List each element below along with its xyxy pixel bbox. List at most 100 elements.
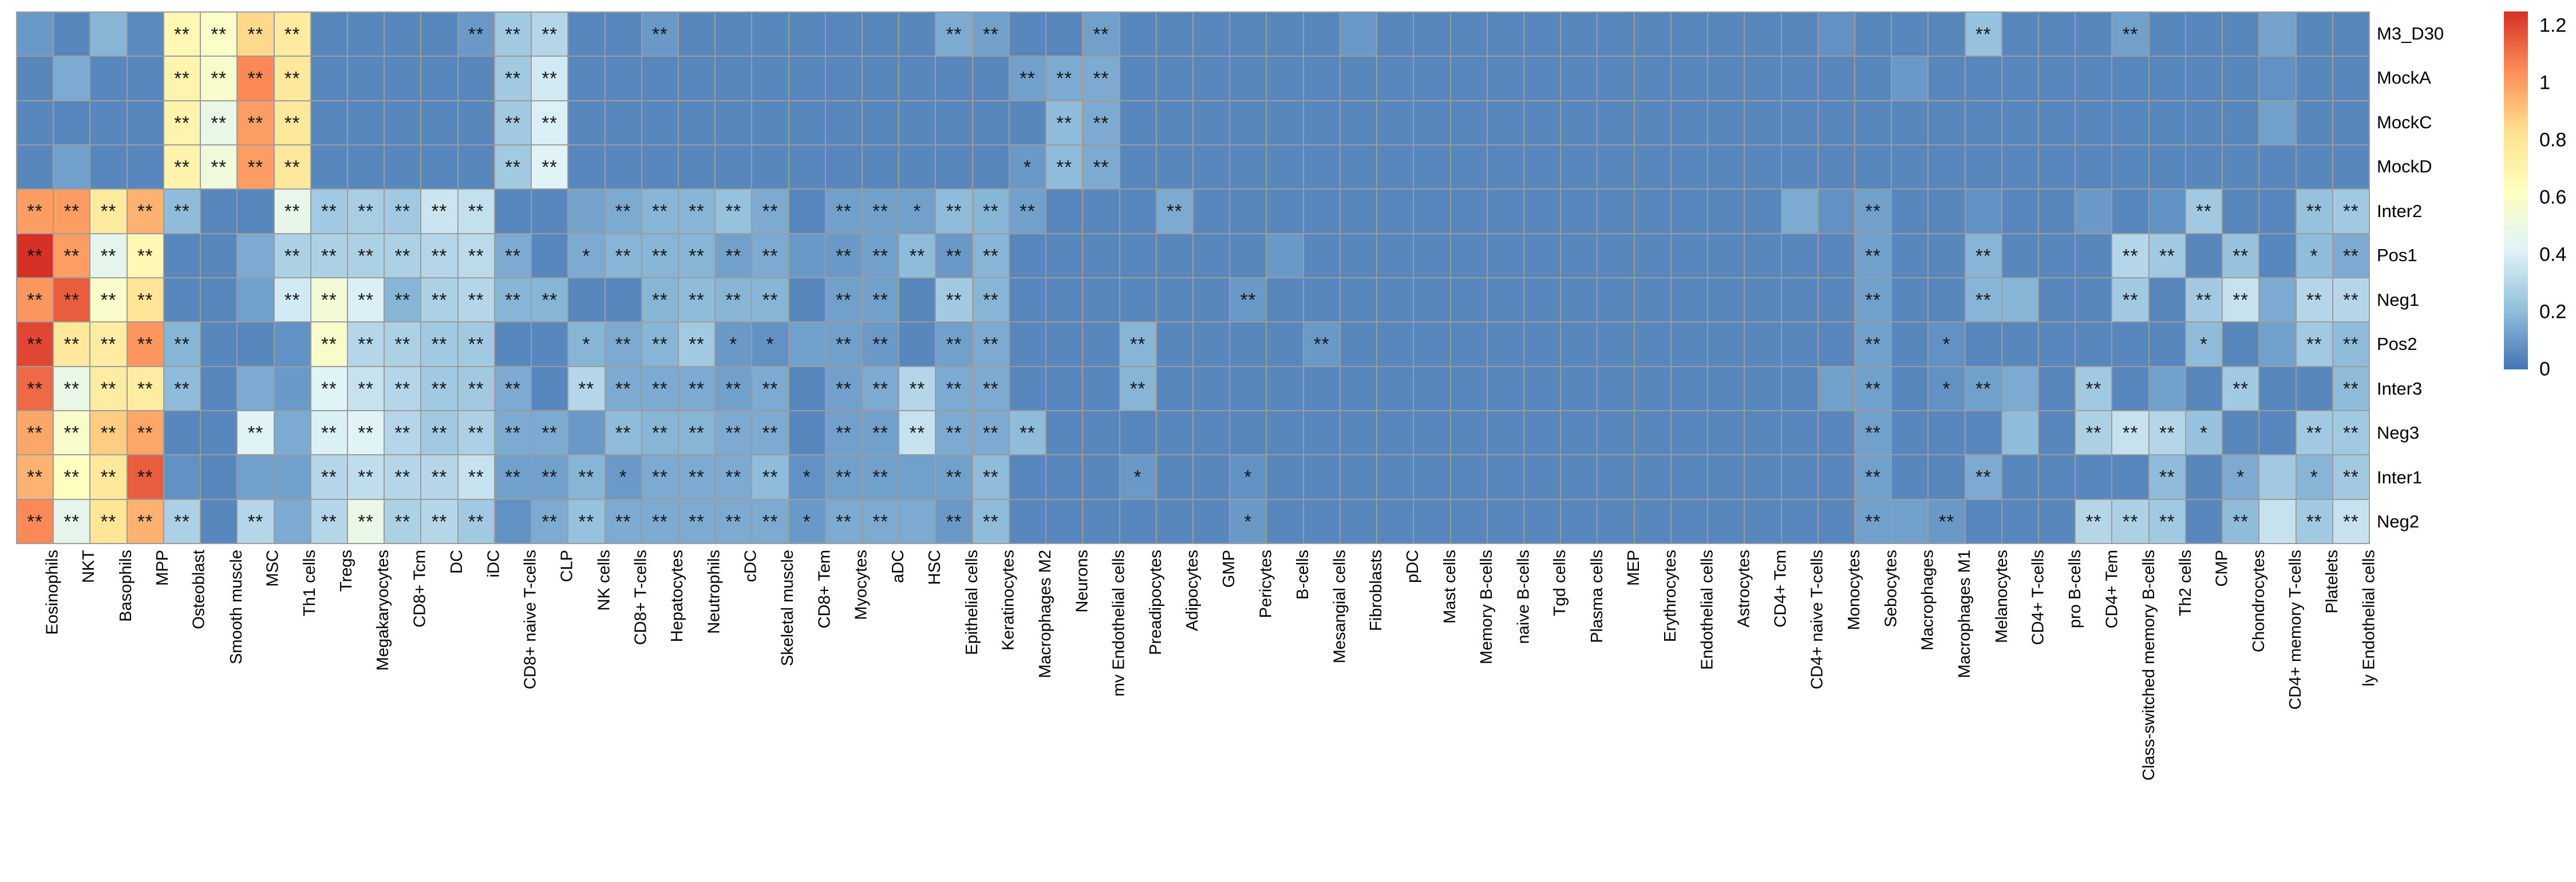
significance-mark: ** — [762, 422, 779, 444]
significance-mark: ** — [762, 377, 779, 399]
heatmap-cell — [1487, 455, 1523, 499]
heatmap-cell — [1965, 145, 2001, 189]
heatmap-cell: ** — [2296, 322, 2332, 366]
significance-mark: ** — [836, 289, 852, 311]
heatmap-cell — [1340, 411, 1377, 455]
heatmap-cell — [789, 367, 825, 410]
significance-mark: ** — [982, 289, 999, 311]
heatmap-cell — [1377, 145, 1413, 189]
significance-mark: ** — [651, 289, 668, 311]
heatmap-cell — [1634, 278, 1670, 322]
significance-mark: ** — [321, 510, 337, 532]
heatmap-cell: * — [752, 322, 788, 366]
heatmap-cell — [1230, 145, 1266, 189]
heatmap-cell — [1524, 367, 1560, 410]
heatmap-cell: * — [789, 499, 825, 543]
heatmap-cell — [1377, 411, 1413, 455]
heatmap-cell — [1745, 367, 1781, 410]
heatmap-cell: ** — [642, 367, 678, 410]
significance-mark: ** — [468, 510, 484, 532]
heatmap-cell: ** — [642, 322, 678, 366]
heatmap-cell — [1120, 190, 1156, 233]
heatmap-cell — [1267, 455, 1303, 499]
heatmap-cell: ** — [347, 278, 384, 322]
heatmap-cell — [1524, 13, 1560, 56]
heatmap-cell — [1671, 101, 1708, 144]
heatmap-cell — [1745, 190, 1781, 233]
heatmap-cell: ** — [164, 145, 200, 189]
heatmap-cell: ** — [605, 367, 641, 410]
heatmap-cell: ** — [2112, 411, 2148, 455]
heatmap-cell — [274, 455, 310, 499]
heatmap-cell — [2186, 499, 2222, 543]
heatmap-cell — [2039, 145, 2075, 189]
significance-mark: ** — [836, 466, 852, 488]
row-label: Inter2 — [2377, 200, 2423, 221]
heatmap-cell — [1267, 367, 1303, 410]
heatmap-cell — [1487, 234, 1523, 277]
heatmap-cell — [1083, 499, 1119, 543]
heatmap-cell — [678, 145, 715, 189]
heatmap-cell — [1892, 278, 1928, 322]
significance-mark: ** — [174, 112, 190, 133]
heatmap-cell: ** — [347, 234, 384, 277]
heatmap-cell — [1083, 455, 1119, 499]
significance-mark: * — [729, 333, 738, 355]
significance-mark: ** — [836, 510, 852, 532]
heatmap-cell — [1194, 322, 1230, 366]
heatmap-cell: ** — [568, 455, 605, 499]
heatmap-cell — [1303, 367, 1340, 410]
heatmap-cell — [17, 145, 53, 189]
significance-mark: ** — [1865, 510, 1881, 532]
heatmap-cell: ** — [1009, 190, 1046, 233]
heatmap-cell — [1377, 234, 1413, 277]
column-label: Mesangial cells — [1330, 550, 1349, 664]
heatmap-cell — [1561, 145, 1597, 189]
column-label: MEP — [1624, 550, 1643, 586]
heatmap-cell: ** — [863, 322, 899, 366]
heatmap-cell: ** — [90, 411, 127, 455]
significance-mark: ** — [872, 377, 888, 399]
heatmap-cell: ** — [863, 367, 899, 410]
heatmap-cell: * — [568, 322, 605, 366]
heatmap-cell — [1009, 367, 1046, 410]
significance-mark: ** — [689, 245, 705, 266]
heatmap-cell — [568, 57, 605, 100]
heatmap-cell — [789, 411, 825, 455]
heatmap-cell — [973, 145, 1009, 189]
heatmap-cell — [1194, 101, 1230, 144]
heatmap-cell: ** — [1230, 278, 1266, 322]
heatmap-cell — [1598, 322, 1634, 366]
heatmap-cell — [2039, 234, 2075, 277]
heatmap-cell — [1340, 499, 1377, 543]
significance-mark: ** — [2233, 245, 2249, 266]
heatmap-cell: ** — [274, 278, 310, 322]
heatmap-cell: ** — [164, 190, 200, 233]
heatmap-cell — [1451, 145, 1487, 189]
heatmap-cell — [1194, 57, 1230, 100]
heatmap-cell — [385, 57, 421, 100]
heatmap-cell — [1487, 367, 1523, 410]
heatmap-cell: ** — [347, 322, 384, 366]
heatmap-cell — [973, 101, 1009, 144]
significance-mark: ** — [64, 245, 80, 266]
column-label: B-cells — [1293, 550, 1312, 600]
heatmap-cell — [1156, 322, 1192, 366]
significance-mark: ** — [358, 200, 374, 222]
heatmap-cell — [1965, 411, 2001, 455]
heatmap-cell — [1120, 499, 1156, 543]
heatmap-cell — [1120, 278, 1156, 322]
heatmap-cell: ** — [532, 411, 568, 455]
column-label: CD4+ memory T-cells — [2286, 550, 2305, 710]
column-label: Macrophages M1 — [1955, 550, 1974, 679]
heatmap-cell: ** — [973, 499, 1009, 543]
heatmap-cell — [274, 322, 310, 366]
heatmap-cell: ** — [678, 234, 715, 277]
heatmap-cell: ** — [2149, 411, 2185, 455]
heatmap-cell: ** — [2223, 499, 2259, 543]
heatmap-cell — [1561, 190, 1597, 233]
significance-mark: ** — [836, 200, 852, 222]
heatmap-cell: ** — [2076, 367, 2112, 410]
heatmap-cell: ** — [936, 278, 972, 322]
heatmap-cell — [1156, 367, 1192, 410]
